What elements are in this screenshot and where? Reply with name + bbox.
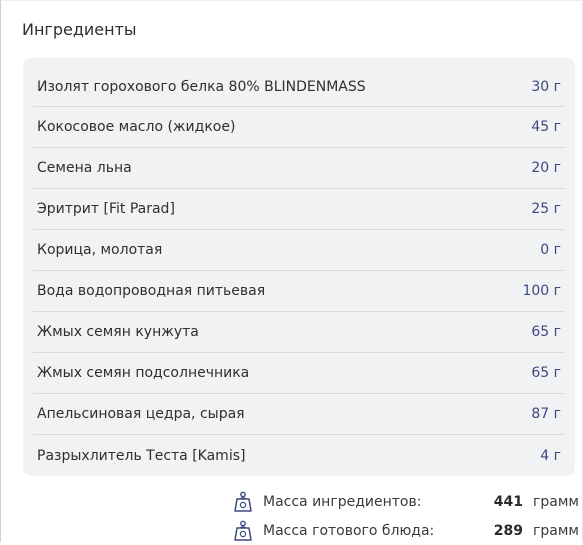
ingredient-name: Жмых семян подсолнечника xyxy=(37,365,250,381)
list-item: Кокосовое масло (жидкое) 45 г xyxy=(33,107,565,148)
ingredient-qty: 20 г xyxy=(531,160,561,176)
dish-mass-unit: грамм xyxy=(533,522,579,539)
ingredient-qty: 25 г xyxy=(531,201,561,217)
weight-icon xyxy=(234,520,252,541)
dish-mass-row: Масса готового блюда: 289 грамм xyxy=(233,516,583,545)
ingredient-name: Семена льна xyxy=(37,160,132,176)
ingredients-mass-value: 441 xyxy=(493,493,523,510)
ingredient-qty: 45 г xyxy=(531,119,561,135)
list-item: Семена льна 20 г xyxy=(33,148,565,189)
ingredient-qty: 30 г xyxy=(531,79,561,95)
list-item: Апельсиновая цедра, сырая 87 г xyxy=(33,394,565,435)
ingredient-name: Апельсиновая цедра, сырая xyxy=(37,406,245,422)
weight-icon xyxy=(234,491,252,512)
list-item: Изолят горохового белка 80% BLINDENMASS … xyxy=(33,58,565,107)
ingredient-qty: 87 г xyxy=(531,406,561,422)
ingredients-list: Изолят горохового белка 80% BLINDENMASS … xyxy=(23,58,575,476)
ingredient-qty: 65 г xyxy=(531,365,561,381)
ingredient-name: Эритрит [Fit Parad] xyxy=(37,201,175,217)
list-item: Корица, молотая 0 г xyxy=(33,230,565,271)
ingredient-name: Изолят горохового белка 80% BLINDENMASS xyxy=(37,79,366,95)
ingredients-mass-label: Масса ингредиентов: xyxy=(263,493,422,510)
dish-mass-label: Масса готового блюда: xyxy=(263,522,435,539)
ingredient-qty: 100 г xyxy=(522,283,561,299)
ingredients-mass-row: Масса ингредиентов: 441 грамм xyxy=(233,487,583,516)
list-item: Разрыхлитель Теста [Kamis] 4 г xyxy=(33,435,565,476)
ingredient-name: Корица, молотая xyxy=(37,242,163,258)
ingredient-name: Кокосовое масло (жидкое) xyxy=(37,119,236,135)
ingredient-qty: 0 г xyxy=(540,242,561,258)
ingredient-name: Вода водопроводная питьевая xyxy=(37,283,266,299)
ingredient-name: Жмых семян кунжута xyxy=(37,324,199,340)
ingredient-qty: 65 г xyxy=(531,324,561,340)
ingredient-qty: 4 г xyxy=(540,447,561,464)
list-item: Эритрит [Fit Parad] 25 г xyxy=(33,189,565,230)
mass-summary: Масса ингредиентов: 441 грамм Масса гото… xyxy=(233,487,583,545)
list-item: Жмых семян кунжута 65 г xyxy=(33,312,565,353)
list-item: Жмых семян подсолнечника 65 г xyxy=(33,353,565,394)
ingredients-mass-unit: грамм xyxy=(533,493,579,510)
dish-mass-value: 289 xyxy=(493,522,523,539)
list-item: Вода водопроводная питьевая 100 г xyxy=(33,271,565,312)
ingredient-name: Разрыхлитель Теста [Kamis] xyxy=(37,447,246,464)
section-title: Ингредиенты xyxy=(22,20,137,39)
